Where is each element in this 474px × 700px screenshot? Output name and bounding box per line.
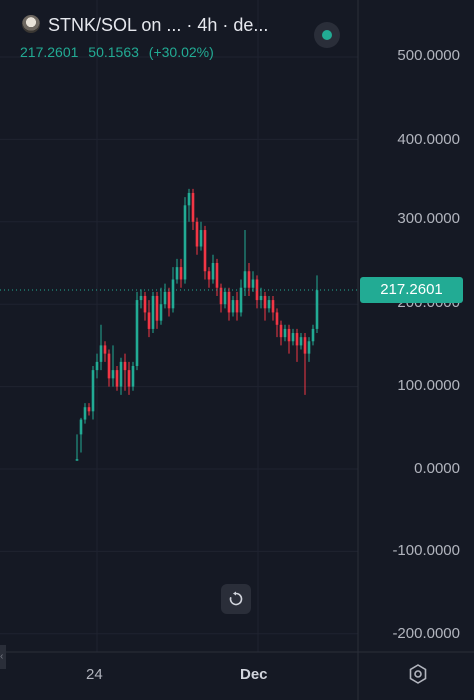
candle-body	[103, 345, 107, 354]
legend-change: 50.1563	[88, 44, 139, 60]
candle-body	[303, 337, 307, 354]
token-avatar-icon	[22, 15, 40, 33]
candle-body	[311, 328, 315, 342]
candle-body	[287, 328, 291, 342]
candle-body	[79, 419, 83, 435]
candle-body	[147, 312, 151, 329]
candle-body	[155, 295, 159, 321]
candle-body	[175, 267, 179, 280]
candle-body	[227, 291, 231, 313]
candle-body	[131, 366, 135, 387]
candle-body	[247, 271, 251, 288]
candle-body	[291, 333, 295, 342]
candle-body	[111, 370, 115, 379]
candle-body	[75, 459, 79, 461]
candle-body	[139, 295, 143, 301]
y-tick-label: 400.0000	[397, 131, 460, 148]
candle-body	[239, 287, 243, 313]
candle-body	[179, 267, 183, 280]
y-tick-label: -100.0000	[392, 542, 460, 559]
candle-body	[167, 291, 171, 309]
candle-body	[211, 263, 215, 280]
candle-body	[203, 230, 207, 272]
candle-body	[83, 407, 87, 420]
candle-body	[215, 263, 219, 288]
y-tick-label: -200.0000	[392, 625, 460, 642]
y-tick-label: 100.0000	[397, 377, 460, 394]
candle-body	[115, 370, 119, 387]
reset-icon	[229, 591, 243, 606]
candle-body	[123, 361, 127, 371]
candle-body	[299, 337, 303, 346]
x-tick-label: 24	[86, 666, 103, 683]
candle-body	[107, 353, 111, 379]
legend-price: 217.2601	[20, 44, 79, 60]
legend-change-pct: (+30.02%)	[148, 44, 214, 60]
candle-body	[195, 221, 199, 247]
candle-body	[151, 295, 155, 329]
y-tick-label: 0.0000	[414, 460, 460, 477]
candle-body	[199, 230, 203, 247]
candle-body	[263, 295, 267, 309]
y-tick-label: 300.0000	[397, 210, 460, 227]
candle-body	[295, 333, 299, 346]
candle-body	[99, 345, 103, 362]
candle-body	[171, 279, 175, 309]
candle-body	[259, 295, 263, 301]
x-tick-label: Dec	[240, 666, 268, 683]
candle-body	[87, 407, 91, 412]
candle-body	[143, 295, 147, 313]
candle-body	[267, 300, 271, 309]
last-price-label: 217.2601	[360, 277, 463, 303]
y-tick-label: 500.0000	[397, 47, 460, 64]
candle-body	[163, 291, 167, 305]
gear-icon	[409, 664, 427, 684]
ohlc-legend: 217.2601 50.1563 (+30.02%)	[20, 44, 220, 60]
status-dot-icon[interactable]	[314, 22, 340, 48]
chart-header: STNK/SOL on ... · 4h · de...	[0, 10, 474, 48]
candle-body	[127, 370, 131, 387]
candle-body	[219, 287, 223, 305]
candle-body	[119, 361, 123, 387]
side-panel-handle[interactable]: ‹	[0, 645, 6, 669]
candle-body	[231, 300, 235, 313]
candle-body	[235, 300, 239, 313]
chart-settings-button[interactable]	[406, 662, 430, 686]
candle-body	[243, 271, 247, 288]
candle-body	[307, 341, 311, 354]
candle-body	[135, 300, 139, 366]
candle-body	[275, 312, 279, 325]
candle-body	[91, 370, 95, 412]
candle-body	[315, 290, 319, 329]
candle-body	[191, 192, 195, 222]
candle-body	[251, 279, 255, 288]
candle-body	[223, 291, 227, 305]
candle-body	[271, 300, 275, 313]
chart-title[interactable]: STNK/SOL on ... · 4h · de...	[48, 15, 269, 35]
candle-body	[279, 324, 283, 338]
candle-body	[283, 328, 287, 338]
reset-chart-button[interactable]	[221, 584, 251, 614]
candle-body	[95, 361, 99, 371]
candle-body	[187, 192, 191, 206]
candle-body	[183, 205, 187, 280]
candle-body	[207, 271, 211, 280]
candle-body	[159, 304, 163, 321]
